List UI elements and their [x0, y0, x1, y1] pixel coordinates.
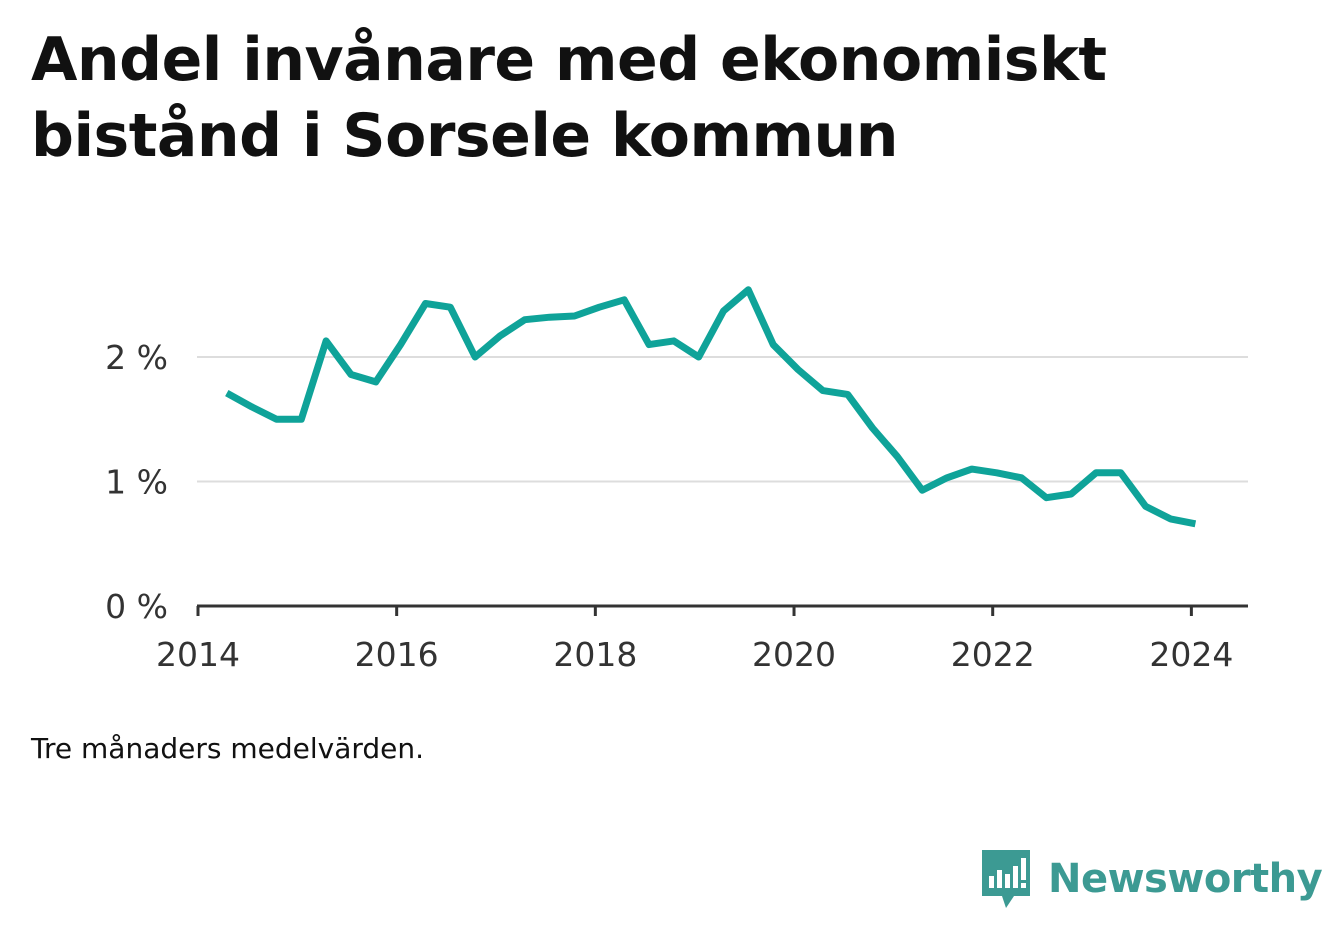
x-tick-label: 2018	[553, 635, 637, 674]
series-group	[225, 286, 1197, 528]
chart-title: Andel invånare med ekonomiskt bistånd i …	[31, 25, 1107, 171]
brand-logo[interactable]: Newsworthy	[980, 846, 1322, 912]
x-tick-label: 2024	[1149, 635, 1233, 674]
y-axis-ticks: 0 % 1 % 2 %	[105, 338, 168, 626]
x-tick-label: 2016	[355, 635, 439, 674]
y-tick-label: 1 %	[105, 463, 168, 502]
x-tick-label: 2020	[752, 635, 836, 674]
x-tick-label: 2022	[951, 635, 1035, 674]
y-tick-label: 2 %	[105, 338, 168, 377]
chart-note: Tre månaders medelvärden.	[31, 732, 425, 765]
newsworthy-chat-bars-icon	[982, 850, 1030, 908]
x-tick-label: 2014	[156, 635, 240, 674]
brand-name: Newsworthy	[1048, 856, 1322, 902]
series-line	[225, 286, 1197, 528]
x-axis-ticks: 2014 2016 2018 2020 2022 2024	[156, 606, 1233, 674]
grid-lines	[197, 356, 1248, 483]
y-tick-label: 0 %	[105, 587, 168, 626]
